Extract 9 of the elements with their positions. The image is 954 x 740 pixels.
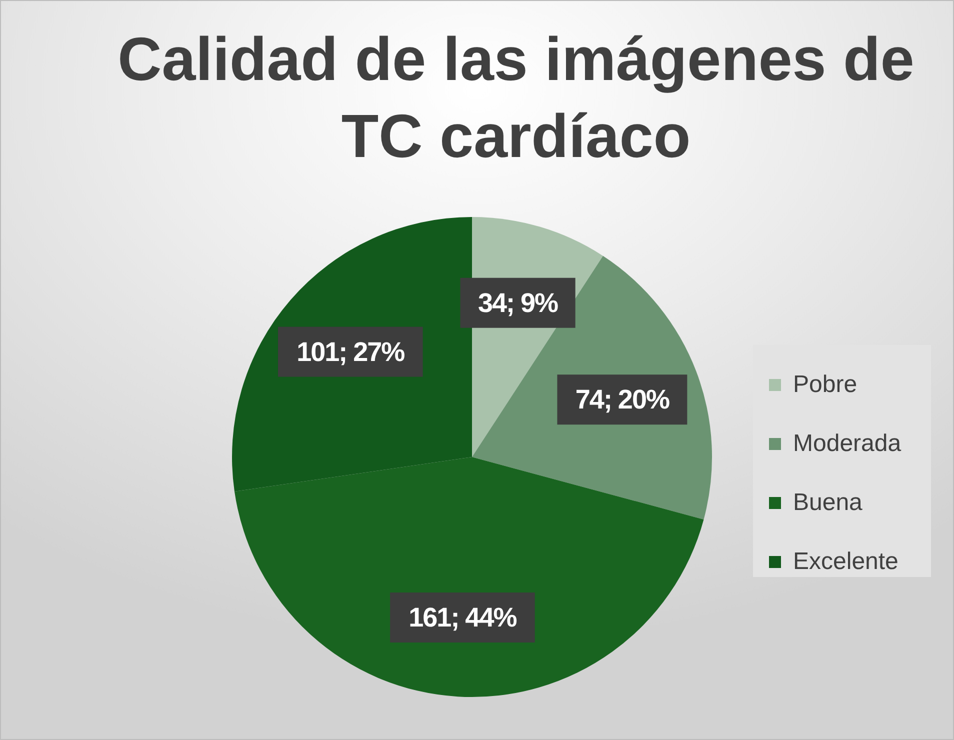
legend-label: Excelente xyxy=(793,548,898,576)
legend-label: Moderada xyxy=(793,430,902,458)
data-label: 34; 9% xyxy=(478,288,559,318)
data-label: 101; 27% xyxy=(296,336,406,367)
legend-label: Buena xyxy=(793,488,862,516)
data-label: 161; 44% xyxy=(408,602,518,633)
legend-label: Pobre xyxy=(793,370,858,398)
chart-title: Calidad de las imágenes de TC cardíaco xyxy=(116,24,916,172)
data-label: 74; 20% xyxy=(575,384,670,415)
